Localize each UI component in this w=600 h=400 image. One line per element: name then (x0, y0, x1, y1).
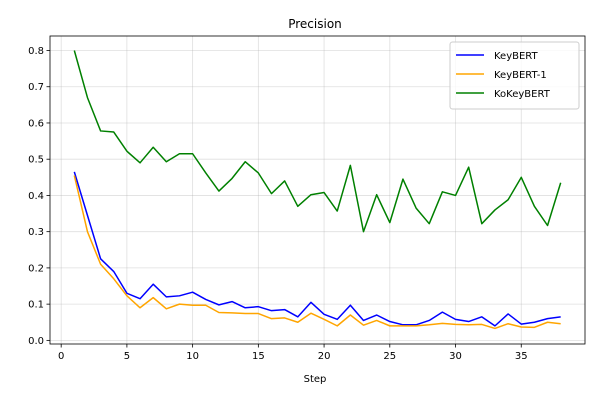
y-tick-label: 0.8 (28, 46, 44, 57)
x-axis-label: Step (304, 374, 327, 385)
series-lines (73, 50, 562, 330)
plot-frame (49, 35, 586, 345)
y-tick-label: 0.5 (28, 155, 44, 166)
x-tick-label: 20 (318, 351, 331, 362)
legend-label-kokeybert: KoKeyBERT (494, 89, 551, 100)
series-line-kokeybert (73, 50, 562, 233)
x-tick-label: 0 (58, 351, 64, 362)
y-tick-label: 0.1 (28, 300, 44, 311)
y-tick-label: 0.4 (28, 191, 44, 202)
legend: KeyBERT KeyBERT-1 KoKeyBERT (449, 41, 580, 110)
x-tick-label: 15 (252, 351, 265, 362)
x-tick-label: 35 (515, 351, 528, 362)
y-tick-label: 0.7 (28, 82, 44, 93)
y-tick-label: 0.2 (28, 263, 44, 274)
y-tick-label: 0.6 (28, 118, 44, 129)
series-line-keybert-1 (73, 175, 561, 330)
x-tick-label: 25 (383, 351, 396, 362)
x-tick-label: 5 (124, 351, 130, 362)
legend-label-keybert: KeyBERT (494, 51, 539, 62)
y-tick-label: 0.0 (28, 336, 44, 347)
x-axis-ticks: 0 5 10 15 20 25 30 35 (58, 344, 528, 362)
series-line-keybert (73, 171, 561, 327)
y-tick-label: 0.3 (28, 227, 44, 238)
x-tick-label: 30 (449, 351, 462, 362)
y-axis-ticks: 0.0 0.1 0.2 0.3 0.4 0.5 0.6 0.7 0.8 (28, 46, 50, 347)
chart-title: Precision (288, 17, 342, 31)
legend-label-keybert-1: KeyBERT-1 (494, 70, 547, 81)
x-tick-label: 10 (186, 351, 199, 362)
